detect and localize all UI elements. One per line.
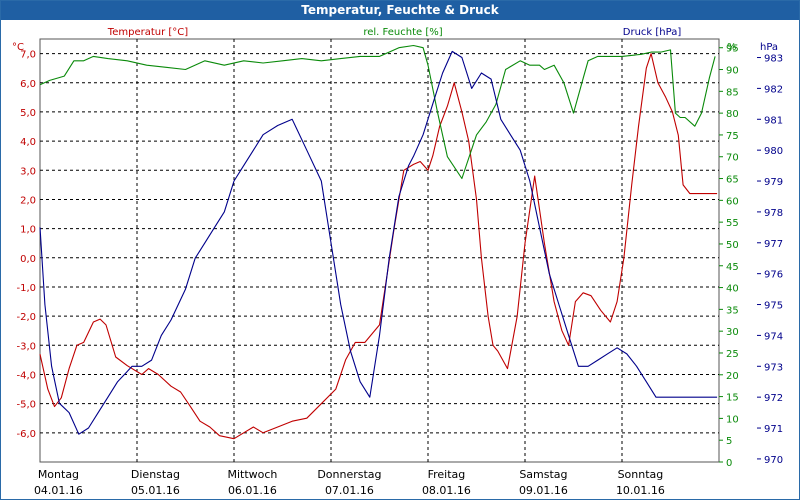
humidity-tick-label: 35 [726, 305, 739, 316]
humidity-tick-label: 40 [726, 284, 739, 295]
pressure-unit: hPa [760, 42, 778, 53]
humidity-tick-label: 90 [726, 66, 739, 77]
temperature-tick-label: -2,0 [16, 312, 36, 323]
pressure-tick-label: 973 [764, 362, 783, 373]
humidity-tick-label: 10 [726, 414, 739, 425]
series-lines [39, 44, 718, 440]
temperature-tick-label: -3,0 [16, 341, 36, 352]
series-line-temperature [39, 53, 718, 440]
day-name-label: Samstag [519, 468, 567, 481]
temperature-tick-label: 0,0 [20, 254, 36, 265]
humidity-tick-label: 20 [726, 371, 739, 382]
series-line-pressure [39, 50, 718, 435]
temperature-unit: °C [12, 42, 24, 53]
legend-temperature: Temperatur [°C] [107, 27, 188, 38]
pressure-tick-label: 976 [764, 270, 783, 281]
pressure-tick-label: 982 [764, 84, 783, 95]
temperature-tick-label: 3,0 [20, 166, 36, 177]
day-date-label: 05.01.16 [131, 484, 180, 497]
temperature-tick-label: -5,0 [16, 400, 36, 411]
temperature-axis: 7,0 6,0 5,0 4,0 3,0 2,0 1,0 0,0 -1,0 -2,0 -3,0 -4,0… [16, 50, 36, 440]
pressure-tick-label: 975 [764, 301, 783, 312]
humidity-tick-label: 65 [726, 175, 739, 186]
humidity-tick-label: 85 [726, 87, 739, 98]
day-date-label: 10.01.16 [616, 484, 665, 497]
pressure-tick-label: 980 [764, 146, 783, 157]
chart-title: Temperatur, Feuchte & Druck [1, 1, 799, 20]
day-date-label: 08.01.16 [422, 484, 471, 497]
humidity-tick-label: 60 [726, 196, 739, 207]
pressure-tick-label: 971 [764, 424, 783, 435]
day-name-label: Freitag [428, 468, 466, 481]
day-date-label: 09.01.16 [519, 484, 568, 497]
temperature-tick-label: 6,0 [20, 79, 36, 90]
day-name-label: Dienstag [131, 468, 180, 481]
temperature-tick-label: 5,0 [20, 108, 36, 119]
day-date-label: 06.01.16 [228, 484, 277, 497]
humidity-tick-label: 5 [726, 436, 732, 447]
humidity-tick-label: 55 [726, 218, 739, 229]
day-name-label: Mittwoch [227, 468, 277, 481]
pressure-tick-label: 983 [764, 54, 783, 65]
humidity-tick-label: 30 [726, 327, 739, 338]
pressure-tick-label: 978 [764, 208, 783, 219]
pressure-tick-label: 974 [764, 331, 783, 342]
humidity-tick-label: 25 [726, 349, 739, 360]
series-line-humidity [39, 44, 716, 180]
legend-pressure: Druck [hPa] [623, 27, 682, 38]
temperature-tick-label: -1,0 [16, 283, 36, 294]
humidity-unit: % [727, 42, 737, 53]
day-name-label: Montag [38, 468, 79, 481]
day-name-label: Sonntag [618, 468, 664, 481]
day-name-label: Donnerstag [317, 468, 381, 481]
pressure-tick-label: 972 [764, 393, 783, 404]
temperature-tick-label: 4,0 [20, 137, 36, 148]
humidity-tick-label: 70 [726, 153, 739, 164]
temperature-tick-label: -6,0 [16, 429, 36, 440]
humidity-tick-label: 15 [726, 393, 739, 404]
temperature-tick-label: 2,0 [20, 195, 36, 206]
temperature-tick-label: 7,0 [20, 50, 36, 61]
day-date-label: 04.01.16 [34, 484, 83, 497]
pressure-axis: 983 982 981 980 979 978 977 976 975 974 973 972 971 9… [757, 54, 783, 466]
pressure-tick-label: 981 [764, 115, 783, 126]
humidity-tick-label: 50 [726, 240, 739, 251]
pressure-tick-label: 977 [764, 239, 783, 250]
humidity-tick-label: 45 [726, 262, 739, 273]
x-axis-labels: Montag 04.01.16 Dienstag 05.01.16 Mittwoch 06… [34, 468, 665, 497]
day-date-label: 07.01.16 [325, 484, 374, 497]
pressure-tick-label: 970 [764, 455, 783, 466]
temperature-tick-label: -4,0 [16, 370, 36, 381]
pressure-tick-label: 979 [764, 177, 783, 188]
temperature-tick-label: 1,0 [20, 225, 36, 236]
legend-humidity: rel. Feuchte [%] [363, 27, 442, 38]
humidity-tick-label: 80 [726, 109, 739, 120]
humidity-tick-label: 95 [726, 44, 739, 55]
plot-area [39, 38, 720, 463]
humidity-tick-label: 75 [726, 131, 739, 142]
humidity-tick-label: 0 [726, 458, 732, 469]
grid-lines [40, 39, 719, 462]
